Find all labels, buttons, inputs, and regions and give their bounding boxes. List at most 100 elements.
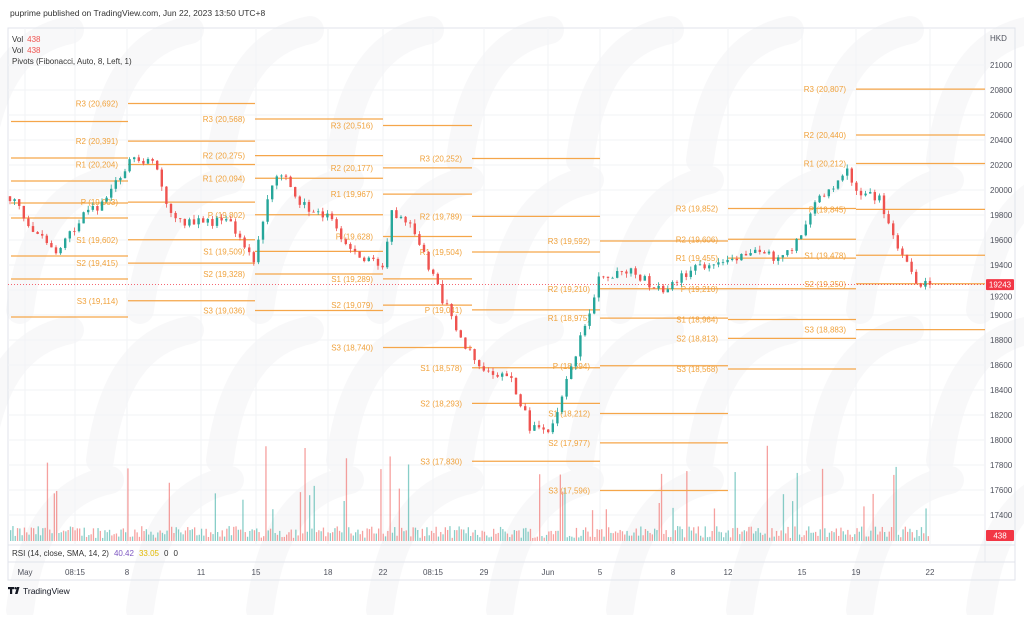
candle-body[interactable] xyxy=(528,410,531,431)
time-axis[interactable]: May 08:15 8 11 15 18 22 08:15 29 Jun 5 8 12 15 19 22 xyxy=(17,568,935,577)
candle-body[interactable] xyxy=(717,262,720,265)
candle-body[interactable] xyxy=(873,192,876,201)
candle-body[interactable] xyxy=(243,237,246,248)
candle-body[interactable] xyxy=(82,212,85,224)
candle-body[interactable] xyxy=(648,276,651,288)
candle-body[interactable] xyxy=(855,182,858,191)
candle-body[interactable] xyxy=(188,219,191,226)
candle-body[interactable] xyxy=(519,394,522,407)
candle-body[interactable] xyxy=(473,349,476,361)
candle-body[interactable] xyxy=(303,202,306,205)
candle-body[interactable] xyxy=(436,273,439,285)
candle-body[interactable] xyxy=(570,366,573,379)
candle-body[interactable] xyxy=(404,216,407,223)
candle-body[interactable] xyxy=(887,214,890,224)
candle-body[interactable] xyxy=(639,274,642,281)
candle-body[interactable] xyxy=(427,251,430,270)
candle-body[interactable] xyxy=(804,224,807,236)
candle-body[interactable] xyxy=(533,425,536,431)
candle-body[interactable] xyxy=(482,366,485,371)
candle-body[interactable] xyxy=(105,197,108,202)
candle-body[interactable] xyxy=(698,264,702,266)
candle-body[interactable] xyxy=(786,250,789,256)
candle-body[interactable] xyxy=(800,235,803,239)
candle-body[interactable] xyxy=(146,158,150,164)
candle-body[interactable] xyxy=(50,243,53,248)
candle-body[interactable] xyxy=(280,175,283,177)
candle-body[interactable] xyxy=(464,337,467,349)
candle-body[interactable] xyxy=(919,283,922,287)
candle-body[interactable] xyxy=(574,356,577,367)
candle-body[interactable] xyxy=(96,206,99,211)
candle-body[interactable] xyxy=(409,222,412,224)
candle-body[interactable] xyxy=(275,176,278,186)
candle-body[interactable] xyxy=(165,186,168,204)
candle-body[interactable] xyxy=(542,427,545,430)
candle-body[interactable] xyxy=(289,176,292,188)
candle-body[interactable] xyxy=(556,412,559,424)
candle-body[interactable] xyxy=(813,202,817,214)
candle-body[interactable] xyxy=(294,187,297,197)
candle-body[interactable] xyxy=(593,297,596,314)
candle-body[interactable] xyxy=(298,196,301,205)
candle-body[interactable] xyxy=(225,219,228,221)
candle-body[interactable] xyxy=(841,175,844,181)
candle-body[interactable] xyxy=(238,233,242,238)
candle-body[interactable] xyxy=(864,193,867,196)
candle-body[interactable] xyxy=(795,238,798,251)
candle-body[interactable] xyxy=(8,196,12,202)
candle-body[interactable] xyxy=(781,255,784,258)
candle-body[interactable] xyxy=(740,253,743,261)
candle-body[interactable] xyxy=(312,211,315,213)
candle-body[interactable] xyxy=(372,257,375,260)
candle-body[interactable] xyxy=(445,303,449,305)
candle-body[interactable] xyxy=(156,160,159,170)
candle-body[interactable] xyxy=(928,280,932,285)
candle-body[interactable] xyxy=(579,335,582,357)
candle-body[interactable] xyxy=(721,262,725,264)
candle-body[interactable] xyxy=(358,251,361,258)
pivots-indicator-label[interactable]: Pivots (Fibonacci, Auto, 8, Left, 1) xyxy=(12,57,132,66)
candle-body[interactable] xyxy=(763,252,766,254)
candle-body[interactable] xyxy=(169,203,173,213)
candle-body[interactable] xyxy=(602,276,605,278)
candle-body[interactable] xyxy=(307,202,311,212)
candle-body[interactable] xyxy=(395,210,398,219)
candle-body[interactable] xyxy=(850,168,853,183)
candle-body[interactable] xyxy=(363,257,366,262)
candle-body[interactable] xyxy=(27,218,30,227)
candle-body[interactable] xyxy=(110,188,113,198)
candle-body[interactable] xyxy=(565,378,568,397)
candle-body[interactable] xyxy=(901,248,904,255)
candle-body[interactable] xyxy=(266,199,269,222)
candle-body[interactable] xyxy=(73,231,76,232)
candle-body[interactable] xyxy=(271,185,274,200)
candle-body[interactable] xyxy=(685,273,688,277)
candle-body[interactable] xyxy=(896,235,899,249)
candle-body[interactable] xyxy=(321,211,324,218)
candle-body[interactable] xyxy=(487,370,490,372)
candle-body[interactable] xyxy=(128,159,131,172)
rsi-label[interactable]: RSI (14, close, SMA, 14, 2) xyxy=(12,549,109,558)
candle-body[interactable] xyxy=(643,276,646,281)
candle-body[interactable] xyxy=(450,303,453,317)
candle-body[interactable] xyxy=(160,169,163,187)
price-axis[interactable]: 21000 20800 20600 20400 20200 20000 19800 19600… xyxy=(990,61,1013,520)
candle-body[interactable] xyxy=(606,276,610,278)
candle-body[interactable] xyxy=(675,281,679,283)
candle-body[interactable] xyxy=(652,287,656,289)
candle-body[interactable] xyxy=(491,371,495,375)
candle-body[interactable] xyxy=(611,277,614,279)
candle-body[interactable] xyxy=(514,377,518,395)
candle-body[interactable] xyxy=(754,249,757,254)
candle-body[interactable] xyxy=(36,231,39,234)
candle-body[interactable] xyxy=(418,234,421,245)
candle-body[interactable] xyxy=(326,213,329,218)
candle-body[interactable] xyxy=(197,218,200,225)
candle-body[interactable] xyxy=(413,223,416,235)
candle-body[interactable] xyxy=(192,219,196,225)
candle-body[interactable] xyxy=(882,195,886,215)
candle-body[interactable] xyxy=(252,252,255,263)
candle-body[interactable] xyxy=(597,276,600,298)
candle-body[interactable] xyxy=(510,376,513,378)
